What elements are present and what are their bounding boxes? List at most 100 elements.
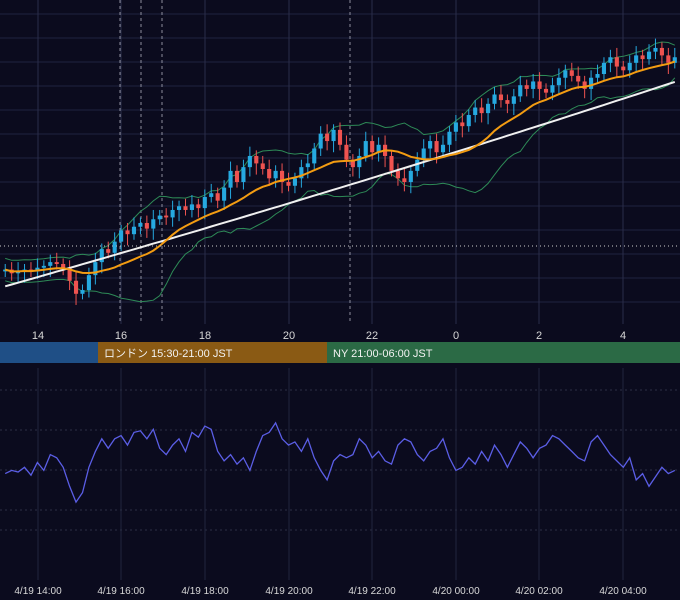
- candle-body: [254, 155, 259, 164]
- candle-body: [582, 81, 587, 89]
- candle-body: [318, 133, 323, 149]
- candle-body: [151, 219, 156, 229]
- candle-body: [492, 94, 497, 104]
- candle-body: [61, 263, 66, 268]
- candle-body: [370, 141, 375, 153]
- candle-body: [228, 170, 233, 188]
- oscillator-grid: [0, 368, 680, 580]
- candle-body: [247, 155, 252, 168]
- oscillator-x-tick: 4/19 16:00: [97, 586, 145, 597]
- candle-body: [164, 215, 169, 218]
- candle-body: [621, 66, 626, 71]
- candle-body: [569, 70, 574, 76]
- candle-body: [112, 241, 117, 253]
- oscillator-x-axis: 4/19 14:00 4/19 16:00 4/19 18:00 4/19 20:00…: [14, 586, 647, 597]
- candle-body: [408, 170, 413, 183]
- candle-body: [331, 129, 336, 142]
- candle-body: [86, 275, 91, 291]
- candle-body: [511, 96, 516, 104]
- candle-body: [531, 81, 536, 89]
- candle-body: [241, 167, 246, 183]
- candle-body: [415, 159, 420, 171]
- candle-body: [434, 141, 439, 153]
- price-x-tick: 2: [536, 330, 542, 342]
- candle-body: [634, 55, 639, 63]
- candle-body: [576, 75, 581, 82]
- candle-body: [48, 262, 53, 266]
- candle-body: [428, 141, 433, 149]
- candle-body: [279, 170, 285, 183]
- candle-body: [99, 249, 104, 263]
- candle-body: [344, 144, 349, 160]
- candle-body: [363, 141, 368, 156]
- candle-body: [222, 187, 227, 201]
- candle-body: [595, 74, 600, 78]
- candle-body: [131, 226, 137, 235]
- candle-body: [273, 170, 278, 179]
- candle-body: [209, 193, 214, 197]
- candle-body: [119, 230, 124, 242]
- candle-body: [93, 262, 98, 276]
- moving-averages: [4, 60, 676, 288]
- ma-long-line: [4, 80, 676, 288]
- candle-body: [395, 170, 401, 179]
- candle-body: [589, 77, 594, 89]
- candle-body: [183, 206, 188, 210]
- candle-body: [176, 206, 182, 210]
- candle-body: [325, 133, 330, 142]
- session-block: [0, 342, 98, 363]
- candle-body: [286, 182, 291, 186]
- candle-body: [337, 129, 343, 145]
- candle-body: [305, 163, 310, 168]
- candle-body: [608, 57, 613, 63]
- oscillator-x-tick: 4/20 02:00: [515, 586, 563, 597]
- candle-body: [312, 148, 317, 164]
- candle-body: [260, 163, 265, 169]
- bollinger-bands: [5, 41, 676, 303]
- price-x-tick: 14: [32, 330, 44, 342]
- candle-body: [627, 62, 632, 71]
- candle-body: [498, 94, 504, 101]
- candle-body: [486, 103, 491, 114]
- candle-body: [640, 55, 645, 60]
- candle-body: [466, 114, 471, 127]
- oscillator-x-tick: 4/20 00:00: [432, 586, 480, 597]
- oscillator-x-tick: 4/20 04:00: [599, 586, 647, 597]
- candle-body: [54, 262, 59, 264]
- candle-body: [666, 55, 671, 63]
- candle-body: [234, 170, 240, 183]
- candle-body: [138, 223, 143, 227]
- candle-body: [376, 144, 381, 153]
- candle-body: [189, 204, 194, 210]
- oscillator-x-tick: 4/19 14:00: [14, 586, 62, 597]
- candle-body: [601, 62, 607, 75]
- candle-body: [73, 280, 79, 294]
- price-x-tick: 4: [620, 330, 626, 342]
- oscillator-x-tick: 4/19 20:00: [265, 586, 313, 597]
- candle-body: [524, 85, 529, 89]
- bollinger-lower: [5, 77, 676, 303]
- candle-body: [505, 100, 510, 104]
- ma-mid-line: [4, 60, 676, 275]
- candle-body: [556, 77, 561, 86]
- price-x-axis: 14 16 18 20 22 0 2 4: [32, 330, 626, 342]
- candle-body: [543, 88, 549, 93]
- candle-body: [614, 57, 619, 67]
- candle-body: [672, 57, 677, 63]
- session-bar: ロンドン 15:30-21:00 JST NY 21:00-06:00 JST: [0, 342, 680, 363]
- candle-body: [350, 159, 355, 168]
- candle-body: [646, 51, 652, 60]
- candle-body: [440, 144, 446, 153]
- candle-body: [653, 47, 658, 52]
- candle-body: [402, 178, 407, 183]
- candle-body: [144, 223, 149, 229]
- candle-body: [389, 155, 394, 171]
- candle-body: [460, 122, 465, 127]
- price-x-tick: 16: [115, 330, 127, 342]
- candle-body: [479, 107, 484, 114]
- price-x-tick: 20: [283, 330, 295, 342]
- session-label: NY 21:00-06:00 JST: [333, 348, 433, 360]
- bollinger-upper: [5, 41, 675, 261]
- candle-body: [563, 70, 568, 78]
